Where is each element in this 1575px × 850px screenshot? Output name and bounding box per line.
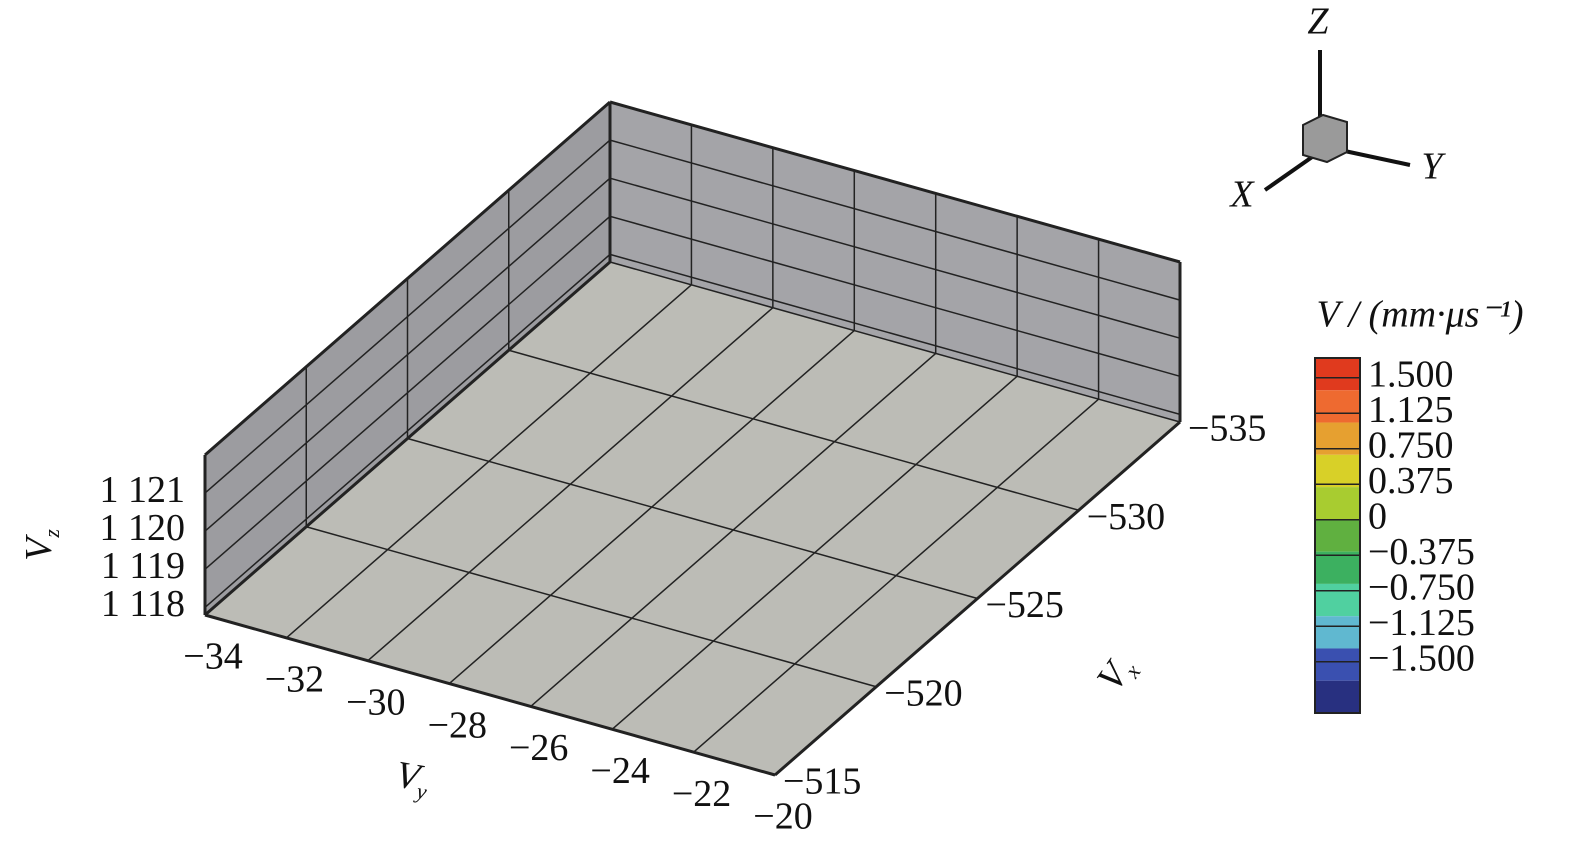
axis-label-text: Vx	[1089, 647, 1146, 701]
plot-area: −34 −32 −30 −28 −26 −24 −22 −20 −535 −530 −525 −520…	[18, 100, 1524, 838]
colorbar-band	[1315, 680, 1360, 713]
y-tick-label: −24	[590, 750, 649, 792]
colorbar-band	[1315, 648, 1360, 681]
axis-label: Vy	[392, 753, 433, 804]
colorbar-band	[1315, 616, 1360, 649]
z-tick-label: 1 119	[101, 545, 185, 587]
y-tick-label: −22	[672, 773, 731, 815]
colorbar-band	[1315, 358, 1360, 391]
y-tick-label: −34	[183, 636, 242, 678]
colorbar-band	[1315, 551, 1360, 584]
colorbar-band	[1315, 487, 1360, 520]
triad-y	[1339, 148, 1411, 167]
x-tick-label: −530	[1087, 496, 1165, 538]
y-tick-label: −30	[346, 681, 405, 723]
grid-line	[204, 177, 611, 532]
grid-line	[609, 261, 1181, 423]
y-tick-label: −26	[509, 727, 568, 769]
colorbar-label: 0	[1368, 495, 1387, 537]
colorbar-label: −1.125	[1368, 602, 1475, 644]
y-tick-label: −28	[428, 704, 487, 746]
triad-cube	[1302, 113, 1348, 164]
colorbar-label: −0.750	[1368, 566, 1475, 608]
x-tick-label: −515	[783, 761, 861, 803]
box-edge	[609, 100, 1181, 264]
axis-label-sub: z	[39, 529, 64, 539]
colorbar-band	[1315, 422, 1360, 455]
triad-label: Z	[1307, 1, 1329, 43]
y-tick-label: −20	[753, 796, 812, 838]
y-tick-label: −32	[265, 659, 324, 701]
axis-label-text: Vy	[392, 753, 433, 804]
colorbar-label: 0.750	[1368, 424, 1454, 466]
grid-line	[508, 349, 1079, 511]
grid-line	[306, 526, 877, 688]
colorbar-label: −0.375	[1368, 531, 1475, 573]
colorbar-label: 1.500	[1368, 353, 1454, 395]
x-tick-label: −525	[986, 584, 1064, 626]
colorbar-band	[1315, 454, 1360, 488]
z-tick-label: 1 118	[101, 583, 185, 625]
colorbar-band	[1315, 519, 1360, 552]
grid-line	[204, 215, 611, 570]
triad-x	[1263, 153, 1317, 192]
colorbar-title: V / (mm·μs⁻¹)	[1316, 294, 1523, 336]
grid-line	[609, 253, 1181, 416]
triad-label: Y	[1421, 146, 1446, 188]
colorbar-label: 1.125	[1368, 389, 1454, 431]
z-tick-label: 1 120	[100, 507, 186, 549]
grid-line	[204, 139, 611, 494]
box-edge	[204, 260, 611, 617]
colorbar-frame	[1314, 357, 1361, 714]
colorbar-label: −1.500	[1368, 637, 1475, 679]
grid-line	[609, 215, 1181, 378]
box-edge	[204, 613, 776, 777]
back-wall	[610, 102, 1180, 422]
triad: Z X Y	[1228, 1, 1446, 216]
grid-line	[609, 139, 1181, 301]
axis-label-main: V	[18, 534, 60, 561]
colorbar-band	[1315, 583, 1360, 617]
triad-label: X	[1228, 174, 1255, 216]
box-edge	[774, 420, 1181, 777]
x-tick-label: −535	[1188, 408, 1266, 450]
box-edge	[204, 100, 611, 457]
x-tick-label: −520	[884, 672, 962, 714]
axis-label-text: Vz	[18, 529, 64, 561]
grid-line	[204, 253, 611, 608]
axis-label: Vx	[1089, 647, 1146, 701]
grid-line	[407, 437, 978, 600]
grid-line	[609, 177, 1181, 339]
axis-label: Vz	[18, 529, 64, 561]
colorbar-label: 0.375	[1368, 460, 1454, 502]
z-tick-label: 1 121	[100, 469, 186, 511]
colorbar-band	[1315, 390, 1360, 423]
